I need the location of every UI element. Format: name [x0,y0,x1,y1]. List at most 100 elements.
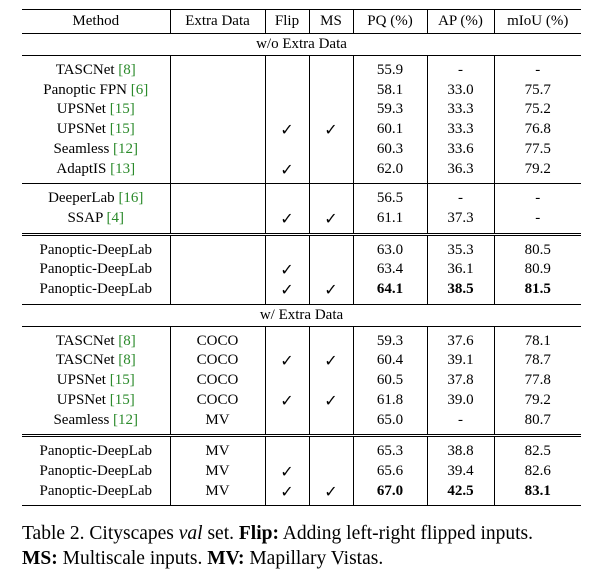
pq-cell: 58.1 [353,80,428,101]
miou-cell: 75.7 [524,81,551,98]
method-name: UPSNet [56,121,106,138]
ap-cell: 39.1 [427,351,495,372]
extra-data-cell [170,260,266,281]
header-extra-data: Extra Data [170,9,266,34]
extra-data-cell [170,120,266,140]
ms-cell [309,326,354,352]
table-row: Panoptic-DeepLab MV ✓ 65.6 39.4 82.6 [22,461,581,482]
ms-check-icon: ✓ [309,280,354,305]
caption-set: set. [202,523,239,544]
header-row: Method Extra Data Flip MS PQ (%) AP (%) … [22,9,581,34]
extra-data-cell: MV [170,435,266,462]
flip-check-icon: ✓ [265,120,310,140]
extra-data-cell: COCO [170,371,266,391]
extra-data-cell [170,234,266,261]
miou-cell: 82.6 [524,462,551,479]
ms-cell [309,461,354,482]
table-row: UPSNet [15] ✓ ✓ 60.1 33.3 76.8 [22,120,581,140]
citation-link[interactable]: [16] [118,190,144,207]
extra-data-cell [170,183,266,209]
miou-cell: 76.8 [524,121,551,138]
ms-cell [309,55,354,81]
table-row: Panoptic-DeepLab MV ✓ ✓ 67.0 42.5 83.1 [22,481,581,507]
extra-data-cell [170,208,266,236]
ap-cell: 36.3 [427,159,495,185]
pq-cell: 63.0 [353,234,428,261]
flip-cell [265,371,310,391]
miou-cell: - [535,62,541,78]
pq-cell: 65.3 [353,435,428,462]
ap-cell: 36.1 [427,260,495,281]
ap-cell: - [427,410,495,438]
caption-mv-desc: Mapillary Vistas. [244,548,384,569]
miou-cell: 81.5 [494,280,581,305]
method-cell: Seamless [12] [22,139,171,160]
header-ap: AP (%) [427,9,495,34]
extra-data-cell [170,139,266,160]
method-cell: Panoptic-DeepLab [22,481,171,507]
miou-cell: 78.7 [524,352,551,369]
pq-cell: 60.5 [353,371,428,391]
extra-data-cell [170,55,266,81]
header-flip: Flip [265,9,310,34]
citation-link[interactable]: [4] [106,209,125,226]
table-row: Panoptic FPN [6] 58.1 33.0 75.7 [22,80,581,101]
pq-cell: 55.9 [353,55,428,81]
method-cell: Seamless [12] [22,410,171,438]
citation-link[interactable]: [15] [109,372,135,389]
flip-cell [265,410,310,438]
method-cell: Panoptic-DeepLab [22,280,171,305]
method-cell: Panoptic-DeepLab [22,260,171,281]
table-row: TASCNet [8] COCO 59.3 37.6 78.1 [22,326,581,352]
ap-cell: 38.5 [427,280,495,305]
flip-cell [265,80,310,101]
caption-mv-term: MV: [207,548,245,569]
pq-cell: 56.5 [353,183,428,209]
caption-ms-term: MS: [22,548,58,569]
citation-link[interactable]: [15] [109,391,135,408]
citation-link[interactable]: [15] [109,101,135,118]
flip-cell [265,435,310,462]
method-cell: UPSNet [15] [22,100,171,121]
caption-flip-term: Flip: [238,523,279,544]
header-ms: MS [309,9,354,34]
ms-cell [309,80,354,101]
flip-cell [265,55,310,81]
ms-cell [309,435,354,462]
pq-cell: 64.1 [353,280,428,305]
extra-data-cell: MV [170,461,266,482]
citation-link[interactable]: [15] [109,121,135,138]
method-name: Seamless [53,411,110,428]
ap-cell: 33.3 [427,120,495,140]
caption-flip-desc: Adding left-right flipped inputs. [278,523,533,544]
method-name: Panoptic-DeepLab [39,241,152,258]
citation-link[interactable]: [13] [110,160,136,177]
table-caption: Table 2. Cityscapes val set. Flip: Addin… [22,521,588,571]
pq-cell: 59.3 [353,100,428,121]
pq-cell: 67.0 [353,481,428,507]
method-name: SSAP [67,209,103,226]
ap-cell: 38.8 [427,435,495,462]
ms-check-icon: ✓ [309,390,354,411]
miou-cell: 77.8 [524,372,551,389]
ap-cell: 42.5 [427,481,495,507]
pq-cell: 65.0 [353,410,428,438]
flip-check-icon: ✓ [265,390,310,411]
citation-link[interactable]: [6] [130,81,149,98]
table-row: SSAP [4] ✓ ✓ 61.1 37.3- [22,208,581,236]
pq-cell: 65.6 [353,461,428,482]
extra-data-cell: COCO [170,326,266,352]
ms-check-icon: ✓ [309,481,354,507]
method-name: TASCNet [55,352,115,369]
citation-link[interactable]: [12] [113,411,139,428]
method-name: Panoptic FPN [43,81,127,98]
citation-link[interactable]: [8] [118,352,136,369]
miou-cell: 77.5 [524,140,551,157]
method-name: Seamless [53,140,110,157]
citation-link[interactable]: [12] [113,140,139,157]
extra-data-cell: MV [170,410,266,438]
method-cell: DeeperLab [16] [22,183,171,209]
flip-check-icon: ✓ [265,260,310,281]
citation-link[interactable]: [8] [118,62,136,78]
citation-link[interactable]: [8] [118,332,136,349]
